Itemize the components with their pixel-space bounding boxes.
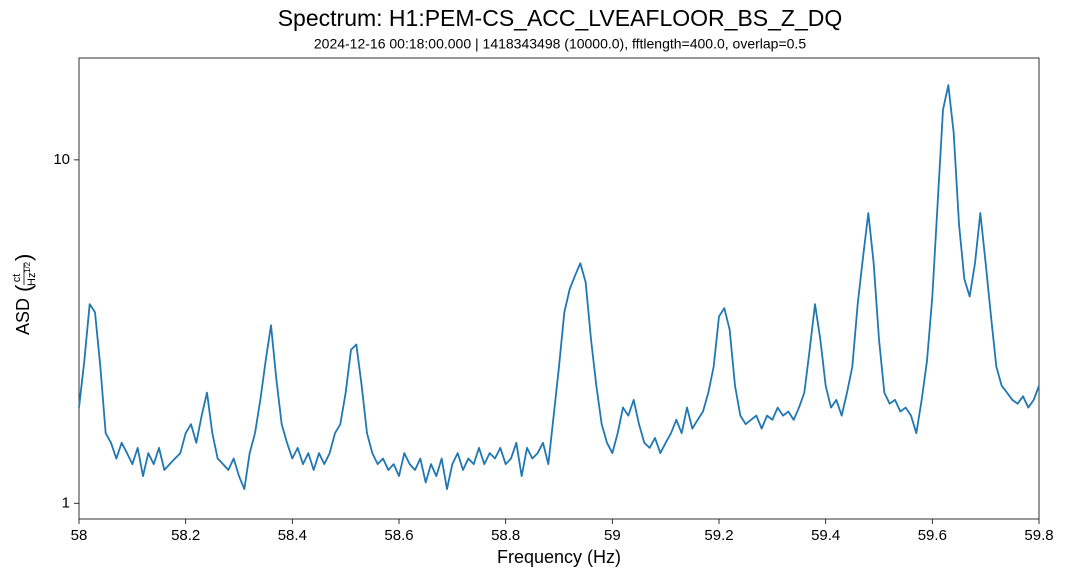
x-tick-label: 59.4	[811, 527, 840, 544]
x-axis-label: Frequency (Hz)	[497, 547, 621, 567]
y-axis-label: ASD ( ct Hz 1/2 )	[11, 254, 38, 335]
x-tick-label: 59	[604, 527, 621, 544]
chart-title: Spectrum: H1:PEM-CS_ACC_LVEAFLOOR_BS_Z_D…	[278, 5, 843, 31]
chart-subtitle: 2024-12-16 00:18:00.000 | 1418343498 (10…	[314, 36, 806, 52]
spectrum-line	[78, 84, 1040, 490]
x-tick-label: 58.6	[384, 527, 413, 544]
x-tick-label: 59.8	[1024, 527, 1053, 544]
x-tick-label: 58.2	[171, 527, 200, 544]
y-label-exponent: 1/2	[23, 261, 32, 273]
y-label-denominator: Hz	[26, 273, 38, 286]
x-tick-label: 58.8	[491, 527, 520, 544]
plot-frame	[78, 57, 1040, 520]
y-label-numerator: ct	[11, 274, 23, 283]
paren: )	[11, 254, 36, 261]
y-tick-label: 1	[62, 494, 70, 511]
x-tick-label: 59.2	[704, 527, 733, 544]
y-label-text: ASD	[13, 298, 33, 335]
y-tick-label: 10	[53, 151, 70, 168]
x-tick-label: 58	[71, 527, 88, 544]
paren: (	[11, 284, 36, 292]
x-tick-label: 58.4	[278, 527, 307, 544]
x-tick-label: 59.6	[918, 527, 947, 544]
